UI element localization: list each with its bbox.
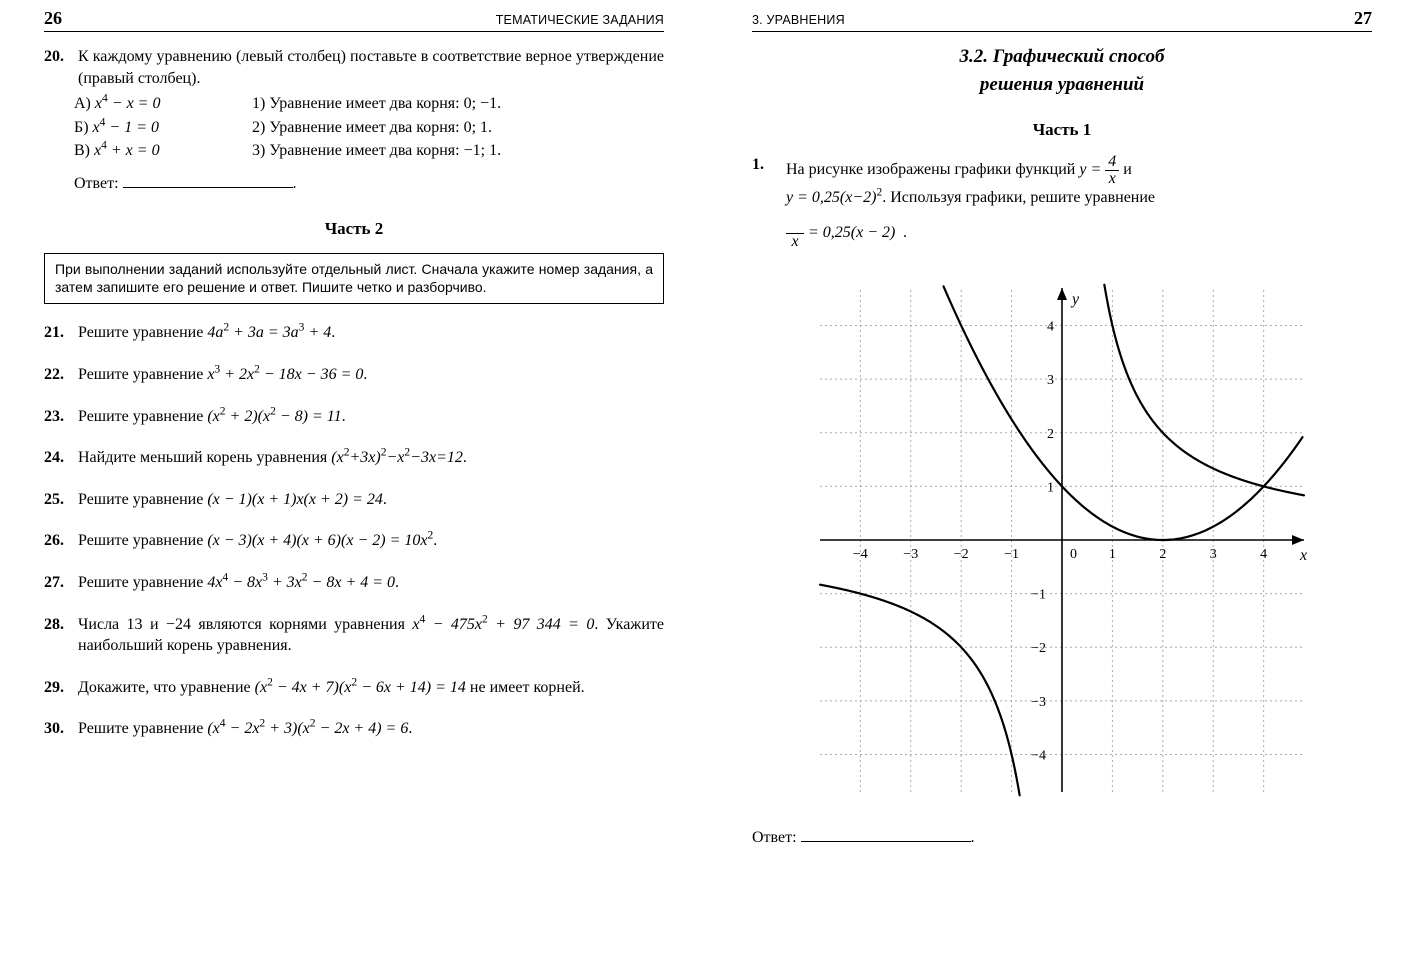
- task-text: На рисунке изображены графики функций y …: [786, 154, 1372, 250]
- svg-text:−3: −3: [1031, 694, 1046, 709]
- task-28: 28. Числа 13 и −24 являются корнями урав…: [44, 614, 664, 657]
- task-number: 29.: [44, 677, 74, 699]
- answer-label: Ответ:: [74, 175, 119, 192]
- svg-text:y: y: [1070, 291, 1080, 308]
- task-number: 24.: [44, 447, 74, 469]
- page-27: 3. УРАВНЕНИЯ 27 3.2. Графический способ …: [708, 0, 1416, 960]
- task-23: 23. Решите уравнение (x2 + 2)(x2 − 8) = …: [44, 406, 664, 428]
- match-right-1: 1) Уравнение имеет два корня: 0; −1.: [252, 93, 664, 115]
- task-number: 22.: [44, 364, 74, 386]
- svg-text:4: 4: [1047, 319, 1054, 334]
- page-number: 26: [44, 8, 62, 29]
- svg-text:−2: −2: [954, 547, 969, 562]
- answer-row-20: Ответ: .: [44, 172, 664, 195]
- task-number: 30.: [44, 718, 74, 740]
- task-21: 21. Решите уравнение 4a2 + 3a = 3a3 + 4.: [44, 322, 664, 344]
- task-25: 25. Решите уравнение (x − 1)(x + 1)x(x +…: [44, 489, 664, 511]
- svg-text:2: 2: [1159, 547, 1166, 562]
- svg-text:3: 3: [1047, 373, 1054, 388]
- task-text: Решите уравнение x3 + 2x2 − 18x − 36 = 0…: [78, 364, 664, 386]
- match-left-a: А) x4 − x = 0: [74, 93, 234, 115]
- task-27: 27. Решите уравнение 4x4 − 8x3 + 3x2 − 8…: [44, 572, 664, 594]
- section-title-line2: решения уравнений: [752, 74, 1372, 96]
- task-30: 30. Решите уравнение (x4 − 2x2 + 3)(x2 −…: [44, 718, 664, 740]
- svg-text:2: 2: [1047, 426, 1054, 441]
- task-text: Числа 13 и −24 являются корнями уравнени…: [78, 614, 664, 657]
- match-right-2: 2) Уравнение имеет два корня: 0; 1.: [252, 117, 664, 139]
- task-number: 1.: [752, 154, 782, 176]
- running-head-right: 3. УРАВНЕНИЯ 27: [752, 8, 1372, 32]
- part-2-title: Часть 2: [44, 219, 664, 239]
- answer-blank[interactable]: [123, 172, 293, 188]
- svg-text:3: 3: [1210, 547, 1217, 562]
- answer-row-1: Ответ: .: [752, 826, 1372, 847]
- task-number: 26.: [44, 530, 74, 552]
- task-text: Решите уравнение (x − 3)(x + 4)(x + 6)(x…: [78, 530, 664, 552]
- graph-container: −4 −3 −2 −1 1 2 3 4 −4 −3 −2 −1 1 2 3 4 0 x y: [752, 270, 1372, 810]
- answer-label: Ответ:: [752, 829, 797, 846]
- svg-text:−3: −3: [903, 547, 918, 562]
- function-graph: −4 −3 −2 −1 1 2 3 4 −4 −3 −2 −1 1 2 3 4 0 x y: [802, 270, 1322, 810]
- svg-text:−4: −4: [1031, 748, 1046, 763]
- match-grid: А) x4 − x = 0 1) Уравнение имеет два кор…: [44, 93, 664, 162]
- task-text: Докажите, что уравнение (x2 − 4x + 7)(x2…: [78, 677, 664, 699]
- svg-text:0: 0: [1070, 547, 1077, 562]
- answer-blank[interactable]: [801, 826, 971, 842]
- svg-text:−1: −1: [1004, 547, 1019, 562]
- task-1: 1. На рисунке изображены графики функций…: [752, 154, 1372, 250]
- svg-text:−2: −2: [1031, 641, 1046, 656]
- task-26: 26. Решите уравнение (x − 3)(x + 4)(x + …: [44, 530, 664, 552]
- match-right-3: 3) Уравнение имеет два корня: −1; 1.: [252, 140, 664, 162]
- task-24: 24. Найдите меньший корень уравнения (x2…: [44, 447, 664, 469]
- part-1-title: Часть 1: [752, 120, 1372, 140]
- running-head-title: ТЕМАТИЧЕСКИЕ ЗАДАНИЯ: [496, 13, 664, 27]
- page-number: 27: [1354, 8, 1372, 29]
- task-number: 20.: [44, 46, 74, 68]
- task-22: 22. Решите уравнение x3 + 2x2 − 18x − 36…: [44, 364, 664, 386]
- task-number: 21.: [44, 322, 74, 344]
- svg-text:x: x: [1299, 547, 1307, 564]
- task-number: 28.: [44, 614, 74, 636]
- task-29: 29. Докажите, что уравнение (x2 − 4x + 7…: [44, 677, 664, 699]
- task-number: 27.: [44, 572, 74, 594]
- running-head-left: 26 ТЕМАТИЧЕСКИЕ ЗАДАНИЯ: [44, 8, 664, 32]
- svg-text:4: 4: [1260, 547, 1267, 562]
- page-26: 26 ТЕМАТИЧЕСКИЕ ЗАДАНИЯ 20. К каждому ур…: [0, 0, 708, 960]
- match-left-v: В) x4 + x = 0: [74, 140, 234, 162]
- task-text: Решите уравнение 4a2 + 3a = 3a3 + 4.: [78, 322, 664, 344]
- running-head-title: 3. УРАВНЕНИЯ: [752, 13, 845, 27]
- task-20: 20. К каждому уравнению (левый столбец) …: [44, 46, 664, 195]
- svg-text:1: 1: [1109, 547, 1116, 562]
- svg-text:−4: −4: [853, 547, 868, 562]
- task-text: Решите уравнение (x4 − 2x2 + 3)(x2 − 2x …: [78, 718, 664, 740]
- task-text: Решите уравнение (x2 + 2)(x2 − 8) = 11.: [78, 406, 664, 428]
- task-number: 25.: [44, 489, 74, 511]
- instructions-box: При выполнении заданий используйте отдел…: [44, 253, 664, 305]
- match-left-b: Б) x4 − 1 = 0: [74, 117, 234, 139]
- svg-text:1: 1: [1047, 480, 1054, 495]
- task-text: К каждому уравнению (левый столбец) пост…: [78, 46, 664, 89]
- svg-text:−1: −1: [1031, 587, 1046, 602]
- task-text: Решите уравнение (x − 1)(x + 1)x(x + 2) …: [78, 489, 664, 511]
- task-text: Решите уравнение 4x4 − 8x3 + 3x2 − 8x + …: [78, 572, 664, 594]
- task-text: Найдите меньший корень уравнения (x2+3x)…: [78, 447, 664, 469]
- section-title-line1: 3.2. Графический способ: [752, 46, 1372, 68]
- task-number: 23.: [44, 406, 74, 428]
